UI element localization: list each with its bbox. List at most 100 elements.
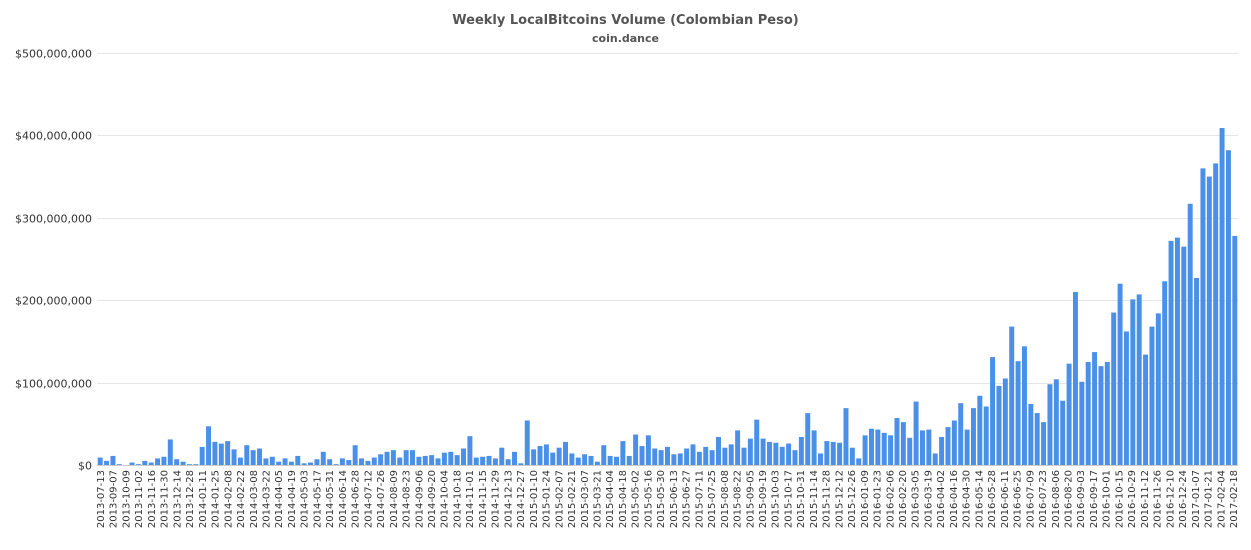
bar[interactable] xyxy=(964,429,970,465)
bar[interactable] xyxy=(1028,404,1034,465)
bar[interactable] xyxy=(1053,379,1059,465)
bar[interactable] xyxy=(1041,422,1047,465)
bar[interactable] xyxy=(818,453,823,465)
bar[interactable] xyxy=(410,450,416,465)
bar[interactable] xyxy=(900,422,906,465)
bar[interactable] xyxy=(760,438,766,465)
bar[interactable] xyxy=(575,457,581,465)
bar[interactable] xyxy=(754,419,760,465)
bar[interactable] xyxy=(830,441,836,465)
bar[interactable] xyxy=(116,464,122,465)
bar[interactable] xyxy=(811,430,817,465)
bar[interactable] xyxy=(199,446,205,465)
bar[interactable] xyxy=(671,454,677,465)
bar[interactable] xyxy=(684,448,690,465)
bar[interactable] xyxy=(505,459,511,465)
bar[interactable] xyxy=(492,458,498,465)
bar[interactable] xyxy=(186,464,192,465)
bar[interactable] xyxy=(983,406,989,466)
bar[interactable] xyxy=(926,429,932,465)
bar[interactable] xyxy=(212,441,218,465)
bar[interactable] xyxy=(703,446,709,465)
bar[interactable] xyxy=(97,457,103,465)
bar[interactable] xyxy=(531,449,537,465)
bar[interactable] xyxy=(1232,235,1238,465)
bar[interactable] xyxy=(881,432,887,465)
bar[interactable] xyxy=(524,420,530,466)
bar[interactable] xyxy=(945,427,951,465)
bar[interactable] xyxy=(722,447,728,465)
bar[interactable] xyxy=(875,429,881,465)
bar[interactable] xyxy=(448,451,454,465)
bar[interactable] xyxy=(569,453,575,465)
bar[interactable] xyxy=(371,457,377,465)
bar[interactable] xyxy=(1136,294,1142,465)
bar[interactable] xyxy=(805,413,811,465)
bar[interactable] xyxy=(862,435,868,465)
bar[interactable] xyxy=(486,455,492,465)
bar[interactable] xyxy=(250,450,256,465)
bar[interactable] xyxy=(148,462,154,465)
bar[interactable] xyxy=(1092,352,1098,465)
bar[interactable] xyxy=(161,456,167,465)
bar[interactable] xyxy=(461,448,467,465)
bar[interactable] xyxy=(849,447,855,465)
bar[interactable] xyxy=(614,456,619,465)
bar[interactable] xyxy=(346,460,352,465)
bar[interactable] xyxy=(728,444,734,465)
bar[interactable] xyxy=(1111,312,1117,465)
bar[interactable] xyxy=(1009,326,1015,465)
bar[interactable] xyxy=(1021,346,1027,465)
bar[interactable] xyxy=(1200,168,1206,466)
bar[interactable] xyxy=(1098,366,1104,465)
bar[interactable] xyxy=(180,461,186,465)
bar[interactable] xyxy=(786,443,792,465)
bar[interactable] xyxy=(365,460,371,465)
bar[interactable] xyxy=(473,457,479,465)
bar[interactable] xyxy=(798,436,804,465)
bar[interactable] xyxy=(951,420,957,466)
bar[interactable] xyxy=(301,463,307,465)
bar[interactable] xyxy=(288,461,294,465)
bar[interactable] xyxy=(939,436,945,465)
bar[interactable] xyxy=(645,435,651,465)
bar[interactable] xyxy=(352,445,358,465)
bar[interactable] xyxy=(359,458,365,465)
bar[interactable] xyxy=(441,452,447,465)
bar[interactable] xyxy=(422,455,428,465)
bar[interactable] xyxy=(135,464,141,465)
bar[interactable] xyxy=(894,418,900,465)
bar[interactable] xyxy=(747,438,753,465)
bar[interactable] xyxy=(320,451,326,465)
bar[interactable] xyxy=(633,434,639,465)
bar[interactable] xyxy=(990,357,996,465)
bar[interactable] xyxy=(1162,281,1168,465)
bar[interactable] xyxy=(652,448,658,465)
bar[interactable] xyxy=(104,460,110,465)
bar[interactable] xyxy=(677,453,683,465)
bar[interactable] xyxy=(263,458,269,465)
bar[interactable] xyxy=(282,458,288,465)
bar[interactable] xyxy=(1206,176,1212,465)
bar[interactable] xyxy=(206,426,212,465)
bar[interactable] xyxy=(767,441,772,465)
bar[interactable] xyxy=(868,428,874,465)
bar[interactable] xyxy=(1194,277,1200,465)
bar[interactable] xyxy=(512,451,517,465)
bar[interactable] xyxy=(390,450,396,465)
bar[interactable] xyxy=(193,464,199,465)
bar[interactable] xyxy=(1047,384,1053,465)
bar[interactable] xyxy=(696,451,702,465)
bar[interactable] xyxy=(276,461,282,465)
bar[interactable] xyxy=(639,446,645,465)
bar[interactable] xyxy=(977,395,983,465)
bar[interactable] xyxy=(339,458,345,465)
bar[interactable] xyxy=(435,458,441,465)
bar[interactable] xyxy=(970,408,976,465)
bar[interactable] xyxy=(1066,363,1072,465)
bar[interactable] xyxy=(594,461,600,465)
bar[interactable] xyxy=(601,445,607,465)
bar[interactable] xyxy=(416,456,422,465)
bar[interactable] xyxy=(155,458,161,465)
bar[interactable] xyxy=(856,458,862,465)
